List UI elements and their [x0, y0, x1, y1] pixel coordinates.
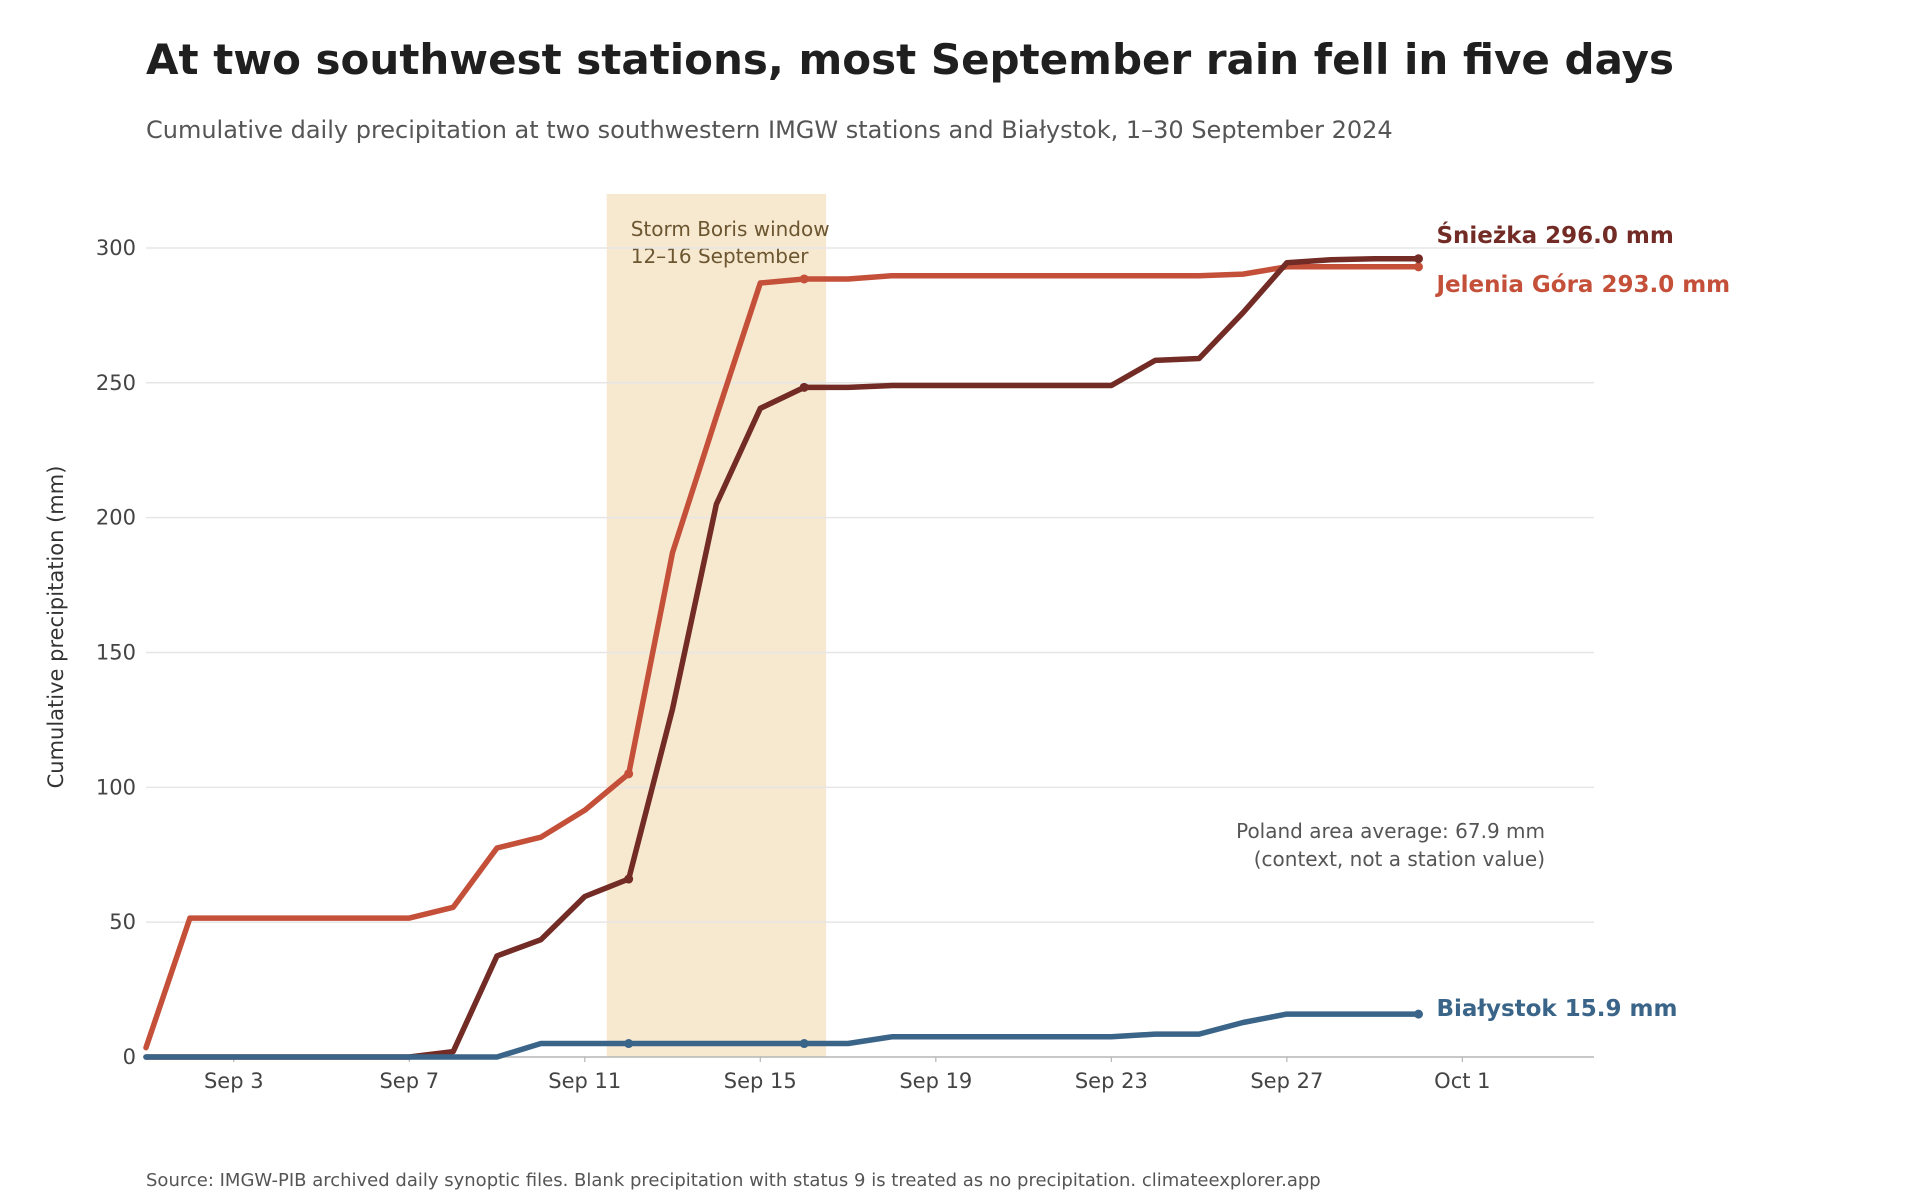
- source-note: Source: IMGW-PIB archived daily synoptic…: [146, 1170, 1321, 1191]
- y-tick-label: 200: [96, 506, 136, 530]
- y-tick-label: 150: [96, 640, 136, 664]
- x-tick-label: Sep 11: [548, 1069, 621, 1093]
- chart-subtitle: Cumulative daily precipitation at two so…: [146, 116, 1393, 144]
- area-average-note: Poland area average: 67.9 mm: [1236, 819, 1545, 843]
- series-layer: [143, 254, 1423, 1060]
- y-axis-label: Cumulative precipitation (mm): [44, 466, 68, 789]
- grid-layer: [146, 247, 1594, 923]
- x-tick-label: Sep 27: [1250, 1069, 1323, 1093]
- axis-layer: 0 50 100 150 200 250 300 Sep 3 Sep 7 Sep 11 Sep 15…: [96, 236, 1594, 1093]
- y-tick-label: 0: [123, 1045, 136, 1069]
- storm-window-band: [606, 194, 827, 1057]
- area-average-context: (context, not a station value): [1254, 847, 1545, 871]
- series-point-3: [1413, 1009, 1423, 1019]
- x-tick-label: Sep 7: [379, 1069, 439, 1093]
- series-point-1: [799, 382, 809, 392]
- y-tick-label: 50: [109, 910, 136, 934]
- series-end-label: Jelenia Góra 293.0 mm: [1434, 272, 1730, 298]
- storm-window-label: Storm Boris window: [631, 217, 830, 241]
- y-tick-label: 300: [96, 236, 136, 260]
- x-tick-label: Sep 23: [1075, 1069, 1148, 1093]
- series-line-2: [143, 264, 1422, 1051]
- y-tick-label: 250: [96, 371, 136, 395]
- x-tick-label: Sep 19: [899, 1069, 972, 1093]
- chart-title: At two southwest stations, most Septembe…: [146, 35, 1674, 84]
- series-point-2: [799, 274, 809, 284]
- label-layer: Śnieżka 296.0 mm Jelenia Góra 293.0 mm Bia…: [1236, 221, 1730, 1022]
- series-end-label: Białystok 15.9 mm: [1436, 996, 1677, 1022]
- x-tick-label: Oct 1: [1434, 1069, 1490, 1093]
- series-point-3: [799, 1039, 809, 1049]
- series-end-label: Śnieżka 296.0 mm: [1436, 221, 1673, 249]
- series-point-3: [624, 1039, 634, 1049]
- series-point-2: [624, 769, 634, 779]
- x-tick-label: Sep 3: [204, 1069, 264, 1093]
- series-line-3: [143, 1011, 1422, 1060]
- x-tick-label: Sep 15: [724, 1069, 797, 1093]
- series-point-2: [1413, 262, 1423, 272]
- series-point-1: [1413, 254, 1423, 264]
- y-tick-label: 100: [96, 775, 136, 799]
- series-point-1: [624, 874, 634, 884]
